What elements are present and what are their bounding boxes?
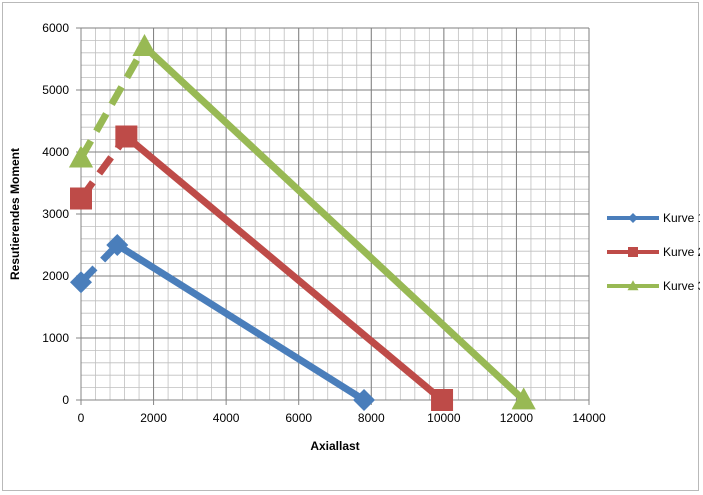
y-tick-label: 4000 xyxy=(42,145,69,159)
legend-label: Kurve 2 xyxy=(663,245,700,259)
x-tick-label: 2000 xyxy=(140,411,167,425)
data-point-marker xyxy=(115,125,138,148)
x-tick-label: 10000 xyxy=(427,411,461,425)
legend-item-2: Kurve 2 xyxy=(607,245,700,259)
data-point-marker xyxy=(70,271,92,294)
series-layer xyxy=(68,33,536,411)
data-point-marker xyxy=(353,389,376,411)
data-point-marker xyxy=(431,389,454,411)
series-line-segment xyxy=(77,44,148,160)
series-3 xyxy=(68,33,536,410)
legend-marker xyxy=(627,280,639,291)
data-point-marker xyxy=(68,145,94,168)
x-tick-label: 12000 xyxy=(500,411,534,425)
series-line-segment xyxy=(115,242,366,403)
y-tick-label: 6000 xyxy=(42,21,69,35)
x-tick-label: 4000 xyxy=(213,411,240,425)
legend: Kurve 1 Kurve 2 Kurve 3 xyxy=(607,211,700,293)
series-2 xyxy=(70,125,454,411)
y-axis-title: Resutierendes Moment xyxy=(8,148,22,280)
series-line-segment xyxy=(124,133,445,403)
x-tick-label: 6000 xyxy=(285,411,312,425)
legend-label: Kurve 1 xyxy=(663,211,700,225)
legend-label: Kurve 3 xyxy=(663,279,700,293)
legend-item-1: Kurve 1 xyxy=(607,211,700,225)
y-tick-label: 2000 xyxy=(42,269,69,283)
x-tick-label: 14000 xyxy=(572,411,606,425)
x-tick-label: 8000 xyxy=(358,411,385,425)
legend-marker xyxy=(628,247,638,257)
grid-layer xyxy=(80,27,590,401)
x-tick-label: 0 xyxy=(78,411,85,425)
data-point-marker xyxy=(132,33,157,56)
data-point-marker xyxy=(106,234,129,256)
axis-layer xyxy=(76,27,590,405)
series-1 xyxy=(70,234,376,411)
x-axis-title: Axiallast xyxy=(310,439,359,453)
y-tick-label: 1000 xyxy=(42,331,69,345)
data-point-marker xyxy=(70,187,92,210)
y-tick-label: 0 xyxy=(62,393,69,407)
legend-item-3: Kurve 3 xyxy=(607,279,700,293)
y-tick-label: 5000 xyxy=(42,83,69,97)
chart-svg: 0 2000 4000 6000 8000 10000 12000 14000 0 1000 200… xyxy=(8,21,700,453)
data-point-marker xyxy=(511,387,536,410)
series-line-segment xyxy=(142,44,527,403)
series-line-segment xyxy=(78,242,120,285)
legend-marker xyxy=(628,213,638,223)
tick-labels: 0 2000 4000 6000 8000 10000 12000 14000 0 1000 200… xyxy=(42,21,606,425)
y-tick-label: 3000 xyxy=(42,207,69,221)
